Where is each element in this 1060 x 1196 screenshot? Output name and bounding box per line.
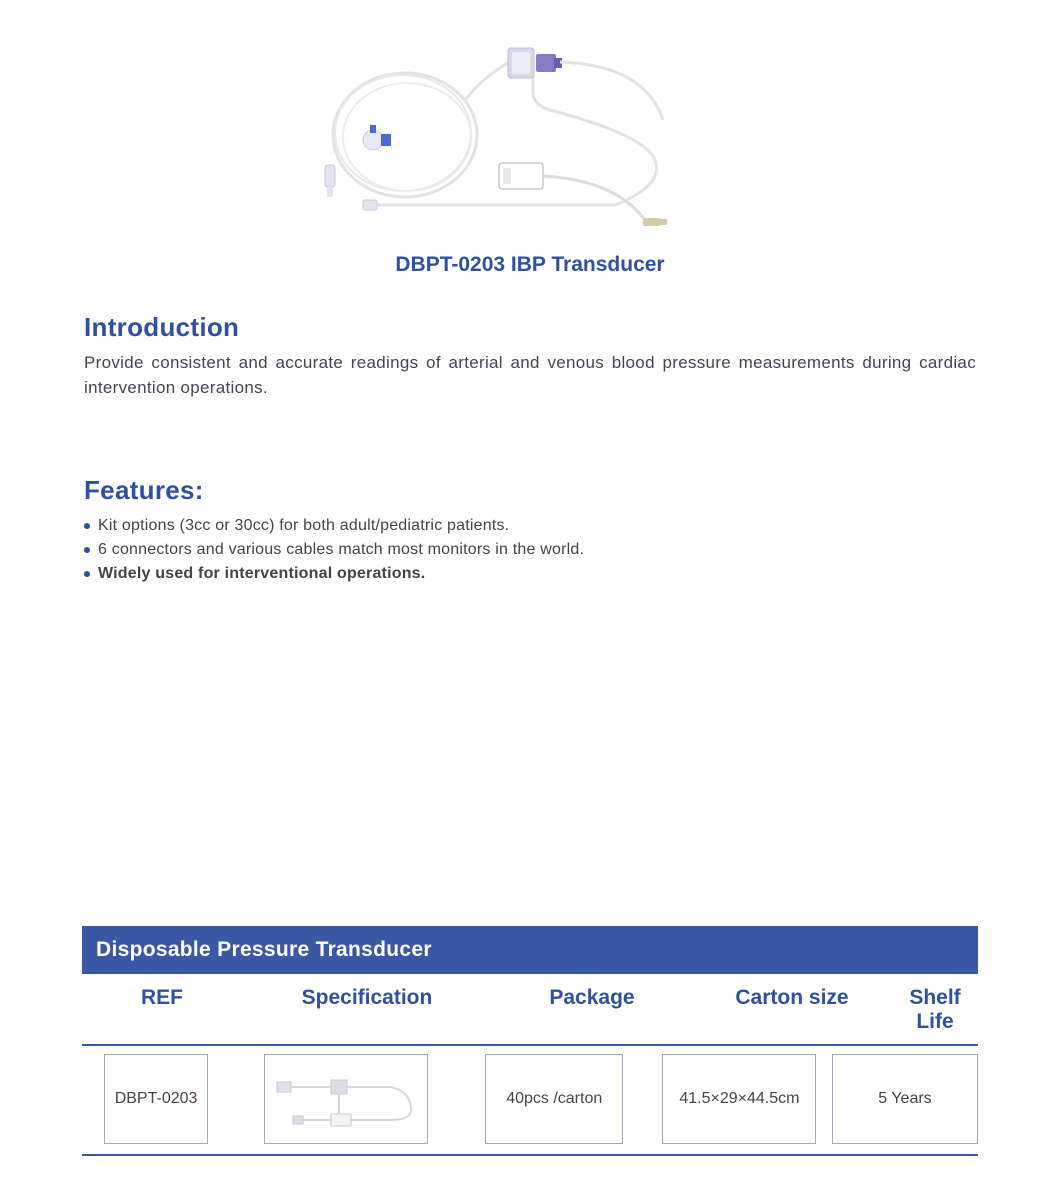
features-list: Kit options (3cc or 30cc) for both adult… (84, 514, 976, 586)
features-heading: Features: (84, 475, 976, 506)
cell-shelf: 5 Years (832, 1054, 978, 1144)
cell-ref: DBPT-0203 (104, 1054, 208, 1144)
feature-item: Kit options (3cc or 30cc) for both adult… (84, 514, 976, 538)
th-shelf: Shelf Life (892, 986, 978, 1034)
feature-item: 6 connectors and various cables match mo… (84, 538, 976, 562)
spec-table: Disposable Pressure Transducer REF Speci… (0, 926, 1060, 1156)
cell-carton: 41.5×29×44.5cm (662, 1054, 816, 1144)
th-spec: Specification (242, 986, 492, 1034)
introduction-text: Provide consistent and accurate readings… (84, 351, 976, 400)
feature-item: Widely used for interventional operation… (84, 562, 976, 586)
th-pack: Package (492, 986, 692, 1034)
th-ref: REF (82, 986, 242, 1034)
product-title: DBPT-0203 IBP Transducer (0, 253, 1060, 277)
features-section: Features: Kit options (3cc or 30cc) for … (84, 475, 976, 586)
table-header-row: REF Specification Package Carton size Sh… (82, 974, 978, 1046)
table-row: DBPT-0203 (82, 1046, 978, 1156)
cell-spec-image (264, 1054, 428, 1144)
introduction-heading: Introduction (84, 312, 976, 343)
introduction-section: Introduction Provide consistent and accu… (84, 312, 976, 400)
table-banner: Disposable Pressure Transducer (82, 926, 978, 974)
product-image (0, 0, 1060, 245)
cell-package: 40pcs /carton (485, 1054, 623, 1144)
th-carton: Carton size (692, 986, 892, 1034)
